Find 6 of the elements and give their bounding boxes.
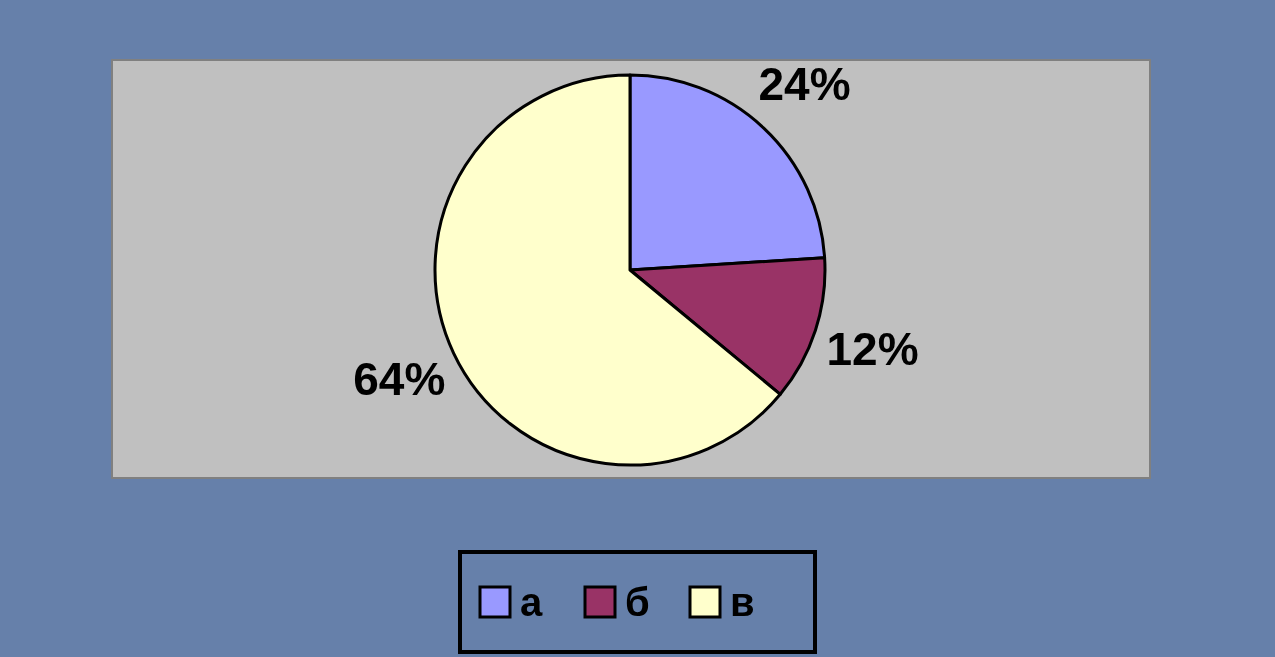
data-label: 64% — [353, 352, 446, 405]
data-label: 24% — [758, 58, 851, 111]
data-label: 12% — [826, 322, 919, 375]
legend-label: в — [730, 580, 755, 624]
legend-label: а — [520, 580, 543, 624]
legend-label: б — [625, 580, 650, 624]
